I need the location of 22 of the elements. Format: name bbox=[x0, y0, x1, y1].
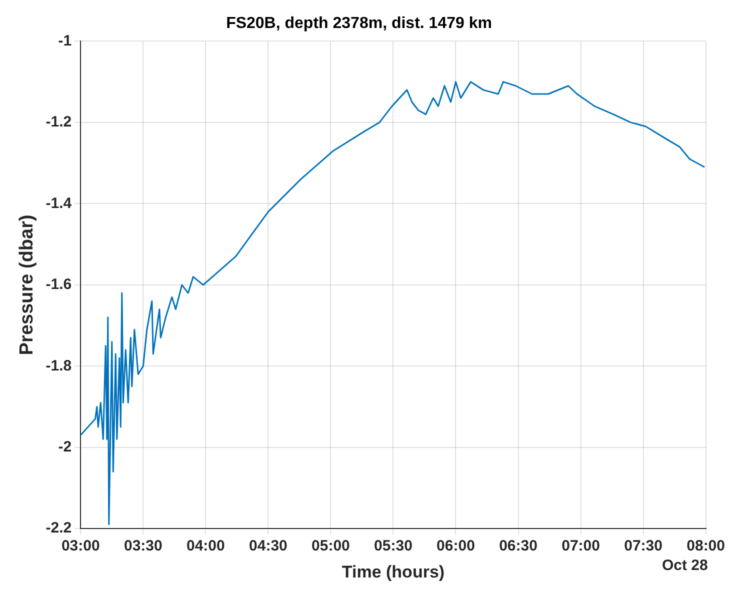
x-tick-label: 08:00 bbox=[686, 538, 726, 555]
x-tick-label: 06:00 bbox=[436, 538, 475, 555]
x-tick-label: 05:00 bbox=[312, 538, 350, 555]
y-tick-label: -1.6 bbox=[46, 276, 72, 294]
x-tick-label: 05:30 bbox=[374, 538, 412, 555]
chart-title: FS20B, depth 2378m, dist. 1479 km bbox=[226, 15, 492, 32]
y-tick-label: -2.2 bbox=[46, 520, 72, 537]
x-tick-label: 06:30 bbox=[499, 538, 538, 555]
y-tick-label: -1.8 bbox=[46, 357, 72, 374]
text: Oct 28 bbox=[662, 557, 708, 574]
x-tick-label: 04:00 bbox=[186, 538, 225, 555]
x-tick-label: 07:30 bbox=[624, 538, 662, 555]
y-tick-label: -1 bbox=[58, 32, 72, 50]
y-tick-label: -1.4 bbox=[46, 194, 72, 212]
y-axis-title: Pressure (dbar) bbox=[16, 214, 38, 356]
y-tick-label: -1.2 bbox=[46, 114, 72, 131]
y-tick-label: -2 bbox=[58, 438, 72, 456]
x-tick-label: 03:30 bbox=[124, 538, 162, 555]
x-tick-label: 04:30 bbox=[249, 538, 288, 555]
x-tick-label: 03:00 bbox=[61, 538, 100, 555]
x-tick-label: 07:00 bbox=[562, 538, 600, 555]
x-axis-title: Time (hours) bbox=[342, 562, 445, 582]
